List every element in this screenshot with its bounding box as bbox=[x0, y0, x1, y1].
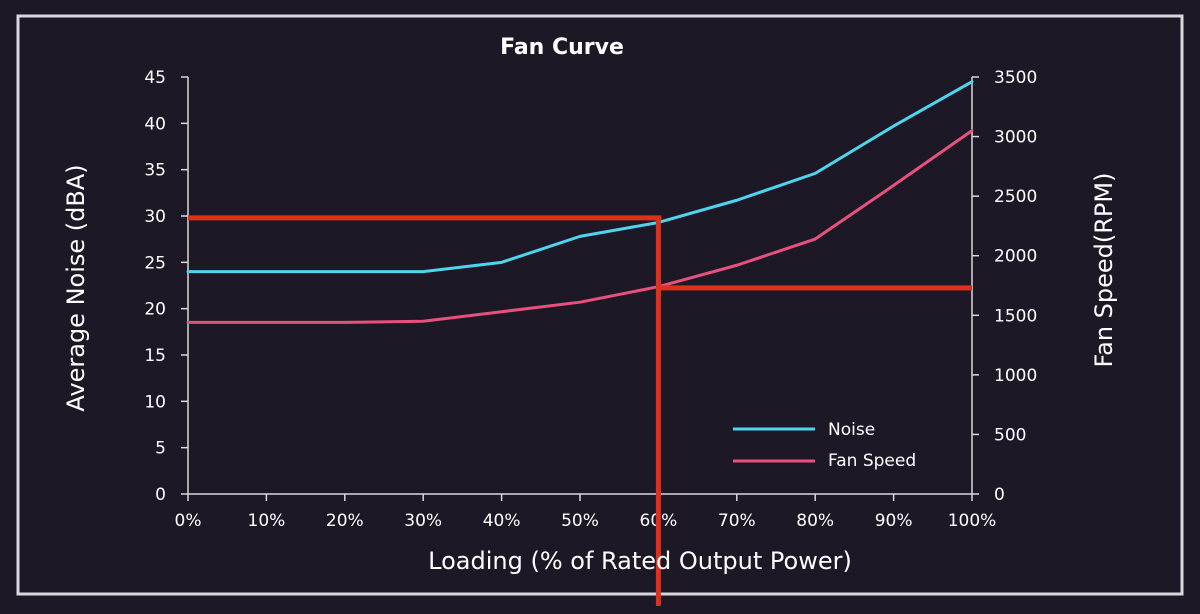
x-tick-label: 70% bbox=[718, 511, 756, 531]
x-tick-label: 80% bbox=[796, 511, 834, 531]
y2-axis-ticks: 0 500 1000 1500 2000 2500 3000 3500 bbox=[972, 68, 1037, 505]
y2-tick-label: 2500 bbox=[994, 187, 1037, 207]
y-tick-label: 25 bbox=[144, 253, 166, 273]
chart-title: Fan Curve bbox=[500, 35, 624, 60]
x-axis-title: Loading (% of Rated Output Power) bbox=[428, 547, 852, 575]
legend: Noise Fan Speed bbox=[733, 420, 916, 471]
y2-tick-label: 3500 bbox=[994, 68, 1037, 88]
x-tick-label: 0% bbox=[175, 511, 202, 531]
y-tick-label: 5 bbox=[155, 439, 166, 459]
x-tick-label: 50% bbox=[561, 511, 599, 531]
y-axis-ticks: 0 5 10 15 20 25 30 35 40 45 bbox=[144, 68, 188, 505]
x-tick-label: 20% bbox=[326, 511, 364, 531]
x-tick-label: 100% bbox=[948, 511, 997, 531]
y2-axis-title: Fan Speed(RPM) bbox=[1090, 173, 1118, 368]
x-tick-label: 40% bbox=[483, 511, 521, 531]
legend-label-noise: Noise bbox=[828, 420, 875, 440]
y-tick-label: 30 bbox=[144, 207, 166, 227]
y2-tick-label: 2000 bbox=[994, 247, 1037, 267]
y-tick-label: 40 bbox=[144, 114, 166, 134]
legend-label-fan-speed: Fan Speed bbox=[828, 451, 916, 471]
y-tick-label: 45 bbox=[144, 68, 166, 88]
annotation-layer bbox=[188, 215, 972, 606]
series-line-fan-speed bbox=[186, 129, 974, 324]
series-line-noise bbox=[186, 80, 974, 274]
y2-tick-label: 1000 bbox=[994, 366, 1037, 386]
y2-tick-label: 0 bbox=[994, 485, 1005, 505]
y2-tick-label: 3000 bbox=[994, 128, 1037, 148]
x-tick-label: 30% bbox=[404, 511, 442, 531]
y-tick-label: 0 bbox=[155, 485, 166, 505]
series-layer bbox=[186, 80, 974, 324]
x-tick-label: 10% bbox=[248, 511, 286, 531]
y-axis-title: Average Noise (dBA) bbox=[62, 164, 90, 411]
y-tick-label: 35 bbox=[144, 161, 166, 181]
y-tick-label: 20 bbox=[144, 300, 166, 320]
y-tick-label: 15 bbox=[144, 346, 166, 366]
frame-border bbox=[16, 14, 1184, 596]
x-tick-label: 90% bbox=[875, 511, 913, 531]
y2-tick-label: 500 bbox=[994, 425, 1026, 445]
x-axis-ticks: 0%10%20%30%40%50%60%70%80%90%100% bbox=[175, 494, 997, 531]
y-tick-label: 10 bbox=[144, 392, 166, 412]
y2-tick-label: 1500 bbox=[994, 306, 1037, 326]
